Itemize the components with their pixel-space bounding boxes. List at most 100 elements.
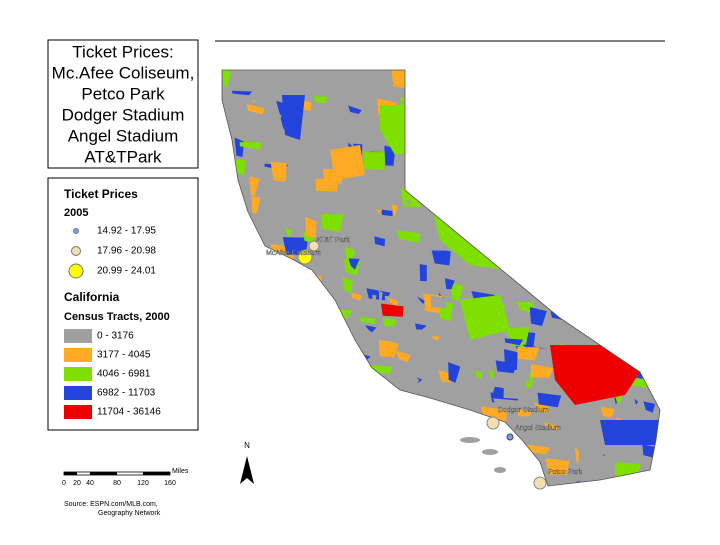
tract: [282, 95, 305, 140]
title-line: Angel Stadium: [68, 126, 179, 145]
tract: [431, 341, 456, 356]
tract: [392, 414, 413, 429]
title-line: Ticket Prices:: [72, 42, 173, 61]
tract: [244, 381, 251, 394]
tract: [561, 70, 570, 78]
tract: [416, 377, 423, 384]
tract: [298, 156, 319, 178]
tract: [430, 295, 447, 309]
tract: [422, 308, 440, 314]
tract: [419, 264, 427, 282]
tract: [489, 368, 495, 382]
tract: [231, 90, 253, 96]
tract: [529, 307, 547, 326]
tract: [374, 236, 386, 247]
tract: [341, 420, 354, 442]
tract: [270, 161, 287, 182]
tract: [386, 447, 397, 464]
tract: [464, 338, 476, 361]
tract: [246, 103, 265, 115]
tract: [544, 422, 559, 431]
tract: [277, 353, 301, 374]
tract: [395, 350, 411, 363]
tract: [228, 159, 247, 176]
tract: [506, 163, 524, 178]
tract: [419, 359, 433, 375]
tract: [228, 299, 237, 319]
tract: [222, 451, 241, 466]
tract: [406, 421, 424, 426]
tract: [574, 108, 597, 121]
tract: [368, 218, 391, 235]
tract: [587, 227, 600, 232]
tract: [330, 475, 348, 486]
tract: [332, 369, 347, 387]
tract: [505, 136, 513, 148]
tract: [528, 227, 550, 250]
tract: [522, 126, 530, 143]
tract: [310, 471, 324, 486]
tract: [611, 274, 629, 294]
tract: [524, 184, 548, 192]
tract: [329, 370, 339, 382]
scale-label: 80: [113, 480, 121, 487]
tract: [262, 156, 267, 170]
tract: [440, 378, 465, 401]
title-line: AT&TPark: [84, 147, 162, 166]
scale-bar: 0 20 40 80 120 160 Miles: [62, 468, 189, 487]
tract: [386, 472, 399, 484]
tract: [249, 96, 256, 103]
tract: [222, 375, 226, 394]
tract: [492, 368, 500, 379]
state-outline: [221, 69, 661, 487]
tract: [578, 279, 591, 297]
tract: [411, 119, 436, 137]
tract: [346, 370, 360, 377]
stadium-marker: [308, 240, 320, 252]
tract: [571, 108, 590, 126]
tract: [246, 161, 255, 183]
tract: [606, 124, 627, 134]
legend-label: 4046 - 6981: [97, 369, 151, 380]
tract: [353, 363, 363, 379]
place-label: McAfee Coliseum: [266, 250, 321, 257]
tract: [476, 166, 500, 177]
tract: [430, 336, 440, 341]
tract: [396, 441, 406, 450]
tract: [303, 304, 317, 321]
tract: [365, 325, 377, 333]
tract: [622, 157, 640, 173]
legend-label: 20.99 - 24.01: [97, 266, 156, 277]
legend-label: 6982 - 11703: [97, 388, 156, 399]
tract: [351, 292, 362, 301]
title-box: Ticket Prices: Mc.Afee Coliseum, Petco Par…: [47, 39, 199, 169]
tract: [416, 134, 433, 148]
tract: [407, 99, 431, 118]
tract: [599, 141, 612, 150]
place-label: AT&T Park: [316, 237, 350, 244]
legend-subheading: 2005: [64, 207, 88, 219]
tract: [443, 463, 454, 470]
tract: [624, 148, 640, 163]
tract: [341, 348, 348, 355]
tract: [524, 255, 530, 268]
tract: [239, 142, 262, 150]
place-label: Dodger Stadium: [498, 407, 549, 414]
source-text: Source: ESPN.com/MLB.com,: [64, 501, 158, 508]
tract: [326, 324, 332, 335]
tract: [514, 79, 523, 88]
tract: [600, 406, 615, 418]
tract: [562, 306, 585, 313]
tract: [251, 196, 261, 214]
tract: [547, 261, 561, 284]
tract: [431, 160, 438, 176]
tract: [532, 70, 546, 91]
tract: [577, 293, 603, 312]
tract: [431, 250, 451, 266]
title-frame: [47, 39, 199, 169]
scale-unit: Miles: [172, 468, 189, 475]
tract: [289, 189, 302, 199]
tract: [648, 259, 660, 269]
tract: [383, 317, 397, 327]
tract: [234, 321, 259, 331]
